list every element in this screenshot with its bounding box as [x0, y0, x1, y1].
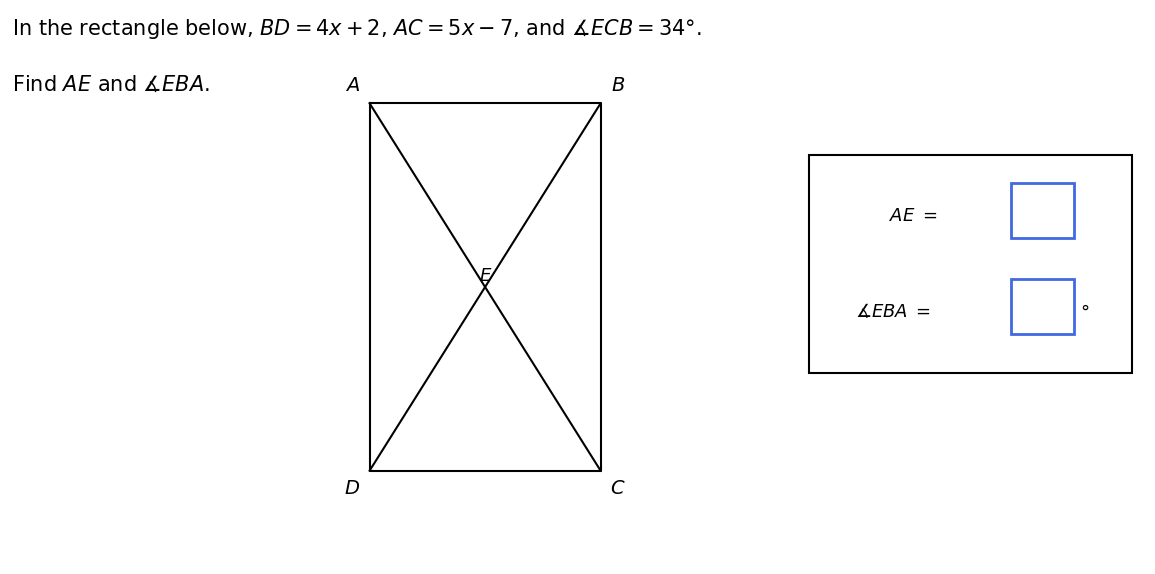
FancyBboxPatch shape: [1011, 280, 1074, 334]
Text: $AE\;=$: $AE\;=$: [889, 207, 938, 225]
Text: $B$: $B$: [611, 76, 625, 95]
Text: $A$: $A$: [344, 76, 360, 95]
Text: $E$: $E$: [479, 266, 493, 285]
Text: $C$: $C$: [610, 479, 626, 498]
Text: $\measuredangle EBA\;=$: $\measuredangle EBA\;=$: [855, 302, 931, 321]
Text: In the rectangle below, $BD=4x+2$, $AC=5x-7$, and $\measuredangle ECB=34°$.: In the rectangle below, $BD=4x+2$, $AC=5…: [12, 17, 701, 41]
FancyBboxPatch shape: [1011, 183, 1074, 238]
Text: $D$: $D$: [344, 479, 360, 498]
Text: $°$: $°$: [1080, 303, 1089, 321]
Text: Find $AE$ and $\measuredangle EBA$.: Find $AE$ and $\measuredangle EBA$.: [12, 75, 209, 95]
Bar: [808, 155, 1132, 373]
